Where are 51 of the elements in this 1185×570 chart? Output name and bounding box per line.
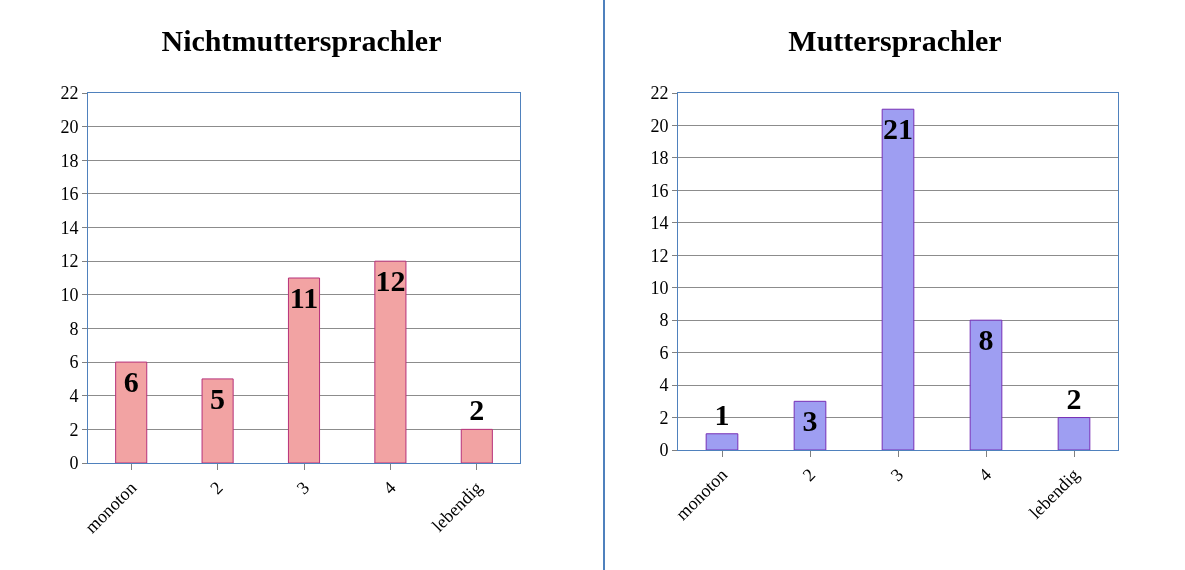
y-tick-label: 18 bbox=[60, 150, 79, 171]
y-tick-label: 10 bbox=[650, 278, 669, 299]
y-tick-label: 0 bbox=[659, 440, 669, 461]
y-tick-label: 2 bbox=[659, 407, 669, 428]
y-tick-label: 8 bbox=[69, 318, 79, 339]
data-label: 5 bbox=[210, 381, 226, 415]
data-label: 21 bbox=[883, 112, 913, 146]
data-label: 6 bbox=[123, 365, 139, 399]
chart-title: Muttersprachler bbox=[788, 23, 1002, 57]
y-tick-label: 18 bbox=[650, 148, 669, 169]
y-tick-label: 12 bbox=[60, 251, 79, 272]
bar bbox=[881, 108, 915, 450]
y-tick-label: 0 bbox=[69, 453, 79, 474]
bar bbox=[287, 277, 321, 463]
x-tick-label: 3 bbox=[292, 477, 314, 499]
bar bbox=[201, 378, 234, 463]
x-tick-label: 2 bbox=[206, 477, 227, 499]
y-tick-label: 2 bbox=[69, 419, 79, 440]
y-tick-label: 10 bbox=[60, 285, 79, 306]
data-label: 11 bbox=[289, 281, 319, 314]
y-tick-label: 16 bbox=[650, 180, 669, 201]
x-tick-label: 4 bbox=[974, 464, 996, 486]
y-tick-label: 16 bbox=[60, 184, 79, 205]
data-label: 12 bbox=[375, 264, 406, 298]
bar bbox=[969, 319, 1003, 450]
y-tick-label: 6 bbox=[69, 352, 79, 373]
chart-title: Nichtmuttersprachler bbox=[161, 23, 442, 57]
y-tick-label: 22 bbox=[650, 83, 669, 104]
y-tick-label: 6 bbox=[659, 342, 669, 363]
x-tick-label: 2 bbox=[798, 464, 820, 486]
data-label: 3 bbox=[802, 404, 818, 438]
bar bbox=[705, 433, 739, 450]
bar bbox=[374, 260, 407, 463]
data-label: 2 bbox=[469, 393, 485, 427]
x-tick-label: 3 bbox=[886, 464, 908, 486]
y-tick-label: 14 bbox=[650, 213, 669, 234]
y-tick-label: 8 bbox=[659, 310, 669, 331]
y-tick-label: 20 bbox=[60, 116, 79, 137]
y-tick-label: 22 bbox=[60, 83, 79, 104]
y-tick-label: 4 bbox=[69, 386, 79, 407]
data-label: 8 bbox=[978, 323, 994, 357]
bar bbox=[1057, 417, 1091, 450]
y-tick-label: 4 bbox=[659, 375, 669, 396]
bar bbox=[115, 361, 148, 463]
x-tick-label: 4 bbox=[379, 477, 400, 499]
data-label: 1 bbox=[714, 397, 730, 431]
y-tick-label: 14 bbox=[60, 217, 79, 238]
data-label: 2 bbox=[1066, 381, 1082, 415]
y-tick-label: 12 bbox=[650, 245, 669, 266]
y-tick-label: 20 bbox=[650, 115, 669, 136]
bar bbox=[460, 428, 493, 463]
